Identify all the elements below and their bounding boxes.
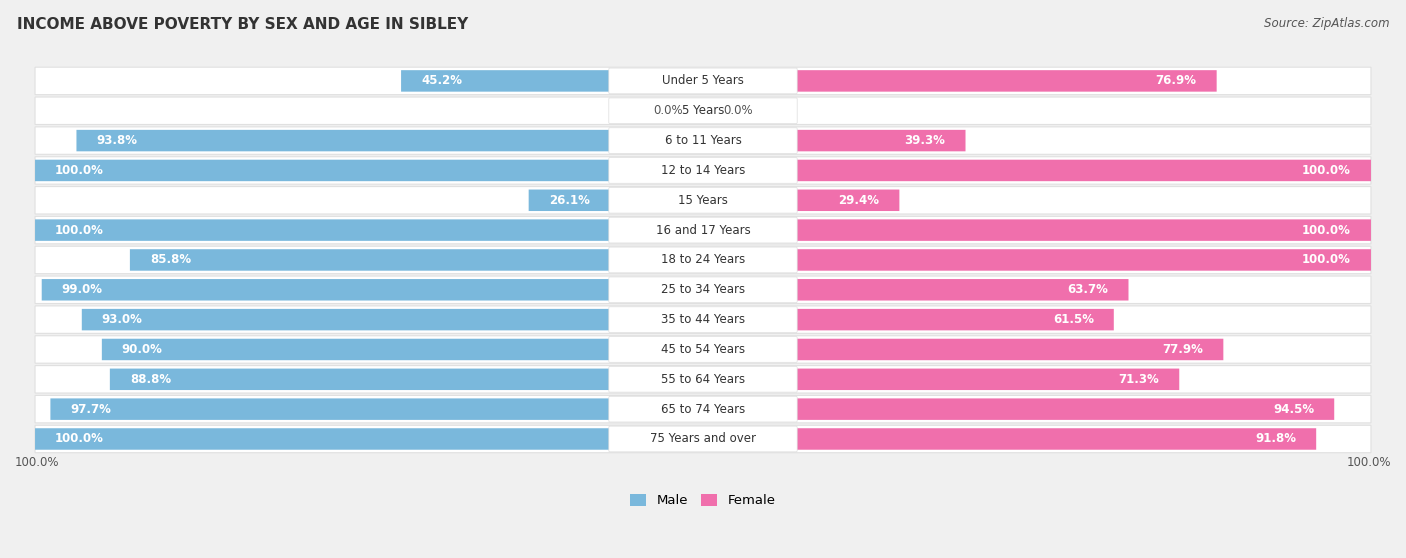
- FancyBboxPatch shape: [609, 247, 797, 273]
- Text: 16 and 17 Years: 16 and 17 Years: [655, 224, 751, 237]
- FancyBboxPatch shape: [703, 130, 966, 151]
- Text: 61.5%: 61.5%: [1053, 313, 1094, 326]
- Text: 94.5%: 94.5%: [1272, 403, 1315, 416]
- Text: 100.0%: 100.0%: [55, 164, 104, 177]
- FancyBboxPatch shape: [609, 187, 797, 213]
- Text: 85.8%: 85.8%: [150, 253, 191, 267]
- Text: 100.0%: 100.0%: [55, 224, 104, 237]
- FancyBboxPatch shape: [35, 186, 1371, 214]
- FancyBboxPatch shape: [609, 98, 797, 123]
- FancyBboxPatch shape: [51, 398, 703, 420]
- FancyBboxPatch shape: [703, 339, 1223, 360]
- FancyBboxPatch shape: [35, 425, 1371, 453]
- Text: 12 to 14 Years: 12 to 14 Years: [661, 164, 745, 177]
- Text: 18 to 24 Years: 18 to 24 Years: [661, 253, 745, 267]
- FancyBboxPatch shape: [609, 426, 797, 452]
- Text: 100.0%: 100.0%: [55, 432, 104, 445]
- FancyBboxPatch shape: [609, 396, 797, 422]
- FancyBboxPatch shape: [35, 246, 1371, 273]
- FancyBboxPatch shape: [609, 307, 797, 333]
- FancyBboxPatch shape: [703, 398, 1334, 420]
- Text: 77.9%: 77.9%: [1163, 343, 1204, 356]
- Text: Source: ZipAtlas.com: Source: ZipAtlas.com: [1264, 17, 1389, 30]
- Text: 29.4%: 29.4%: [838, 194, 879, 207]
- FancyBboxPatch shape: [401, 70, 703, 92]
- FancyBboxPatch shape: [35, 97, 1371, 124]
- FancyBboxPatch shape: [35, 276, 1371, 304]
- Text: 100.0%: 100.0%: [1347, 456, 1391, 469]
- FancyBboxPatch shape: [76, 130, 703, 151]
- FancyBboxPatch shape: [110, 369, 703, 390]
- FancyBboxPatch shape: [35, 336, 1371, 363]
- FancyBboxPatch shape: [703, 369, 1180, 390]
- FancyBboxPatch shape: [35, 306, 1371, 333]
- Text: 100.0%: 100.0%: [1302, 253, 1351, 267]
- FancyBboxPatch shape: [609, 277, 797, 302]
- Text: 45 to 54 Years: 45 to 54 Years: [661, 343, 745, 356]
- FancyBboxPatch shape: [703, 428, 1316, 450]
- Text: 99.0%: 99.0%: [62, 283, 103, 296]
- Text: 91.8%: 91.8%: [1256, 432, 1296, 445]
- FancyBboxPatch shape: [609, 336, 797, 362]
- FancyBboxPatch shape: [35, 160, 703, 181]
- Text: 5 Years: 5 Years: [682, 104, 724, 117]
- FancyBboxPatch shape: [35, 365, 1371, 393]
- Text: 100.0%: 100.0%: [15, 456, 59, 469]
- FancyBboxPatch shape: [35, 396, 1371, 423]
- Text: 100.0%: 100.0%: [1302, 224, 1351, 237]
- Text: 0.0%: 0.0%: [723, 104, 752, 117]
- FancyBboxPatch shape: [703, 70, 1216, 92]
- Text: 97.7%: 97.7%: [70, 403, 111, 416]
- FancyBboxPatch shape: [35, 219, 703, 241]
- Text: Under 5 Years: Under 5 Years: [662, 74, 744, 88]
- Text: 88.8%: 88.8%: [129, 373, 172, 386]
- Text: 71.3%: 71.3%: [1118, 373, 1159, 386]
- Text: 63.7%: 63.7%: [1067, 283, 1108, 296]
- Text: 93.0%: 93.0%: [101, 313, 143, 326]
- FancyBboxPatch shape: [82, 309, 703, 330]
- Text: 26.1%: 26.1%: [548, 194, 589, 207]
- FancyBboxPatch shape: [35, 217, 1371, 244]
- FancyBboxPatch shape: [703, 309, 1114, 330]
- FancyBboxPatch shape: [703, 219, 1371, 241]
- FancyBboxPatch shape: [609, 157, 797, 183]
- Text: 93.8%: 93.8%: [97, 134, 138, 147]
- FancyBboxPatch shape: [35, 67, 1371, 95]
- Text: 39.3%: 39.3%: [904, 134, 945, 147]
- FancyBboxPatch shape: [42, 279, 703, 301]
- FancyBboxPatch shape: [101, 339, 703, 360]
- Text: 45.2%: 45.2%: [422, 74, 463, 88]
- Text: 65 to 74 Years: 65 to 74 Years: [661, 403, 745, 416]
- Text: 0.0%: 0.0%: [654, 104, 683, 117]
- Text: 55 to 64 Years: 55 to 64 Years: [661, 373, 745, 386]
- FancyBboxPatch shape: [609, 68, 797, 94]
- Text: 90.0%: 90.0%: [122, 343, 163, 356]
- FancyBboxPatch shape: [35, 127, 1371, 155]
- Text: 6 to 11 Years: 6 to 11 Years: [665, 134, 741, 147]
- FancyBboxPatch shape: [35, 157, 1371, 184]
- FancyBboxPatch shape: [609, 128, 797, 153]
- Text: 25 to 34 Years: 25 to 34 Years: [661, 283, 745, 296]
- FancyBboxPatch shape: [703, 279, 1129, 301]
- Text: 75 Years and over: 75 Years and over: [650, 432, 756, 445]
- FancyBboxPatch shape: [609, 217, 797, 243]
- FancyBboxPatch shape: [35, 428, 703, 450]
- Text: 35 to 44 Years: 35 to 44 Years: [661, 313, 745, 326]
- Legend: Male, Female: Male, Female: [626, 489, 780, 513]
- Text: 15 Years: 15 Years: [678, 194, 728, 207]
- FancyBboxPatch shape: [703, 160, 1371, 181]
- FancyBboxPatch shape: [529, 190, 703, 211]
- FancyBboxPatch shape: [609, 367, 797, 392]
- Text: 100.0%: 100.0%: [1302, 164, 1351, 177]
- Text: INCOME ABOVE POVERTY BY SEX AND AGE IN SIBLEY: INCOME ABOVE POVERTY BY SEX AND AGE IN S…: [17, 17, 468, 32]
- Text: 76.9%: 76.9%: [1156, 74, 1197, 88]
- FancyBboxPatch shape: [703, 190, 900, 211]
- FancyBboxPatch shape: [129, 249, 703, 271]
- FancyBboxPatch shape: [703, 249, 1371, 271]
